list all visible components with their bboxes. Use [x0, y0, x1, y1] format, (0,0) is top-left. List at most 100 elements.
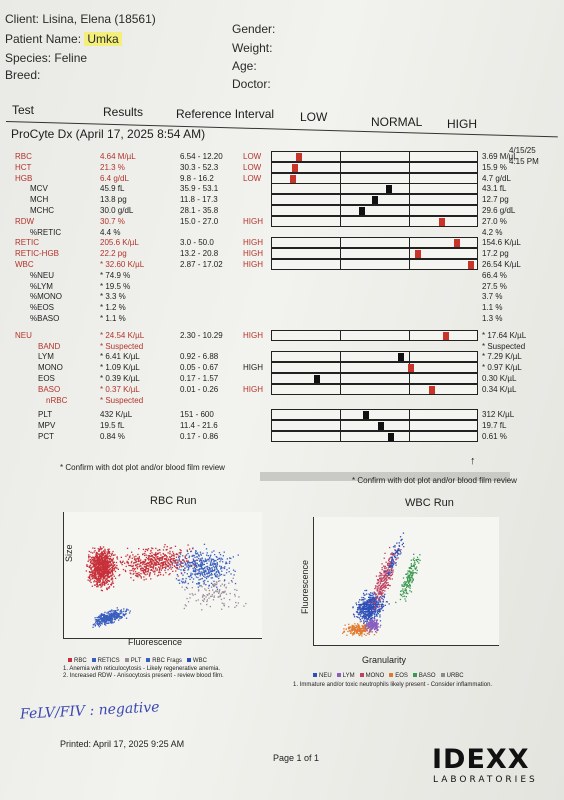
- dot: [118, 613, 120, 616]
- dot: [196, 555, 198, 558]
- dot: [371, 619, 373, 621]
- dot: [358, 624, 360, 626]
- dot: [359, 605, 361, 607]
- dot: [131, 560, 133, 563]
- dot: [216, 574, 218, 576]
- client-label: Client:: [5, 12, 40, 26]
- dot: [100, 619, 103, 621]
- dot: [151, 554, 153, 557]
- dot: [225, 587, 227, 589]
- dot: [150, 565, 152, 567]
- dot: [105, 571, 107, 574]
- dot: [188, 556, 190, 559]
- result-value-hgb: 6.4 g/dL: [100, 173, 129, 183]
- result-value-lym: * 6.41 K/µL: [100, 352, 140, 362]
- dot: [97, 620, 100, 622]
- dot: [364, 615, 367, 617]
- range-bar-mch: [271, 194, 478, 206]
- dot: [375, 631, 378, 634]
- dot: [162, 574, 165, 576]
- dot: [95, 563, 97, 565]
- dot: [168, 567, 171, 569]
- dot: [382, 574, 384, 576]
- dot: [383, 577, 385, 579]
- dot: [366, 628, 368, 630]
- dot: [374, 593, 376, 595]
- dot: [85, 570, 87, 572]
- dot: [410, 565, 412, 568]
- dot: [411, 580, 413, 582]
- dot: [106, 579, 109, 582]
- dot: [207, 568, 209, 571]
- dot: [135, 564, 137, 566]
- dot: [105, 622, 107, 624]
- dot: [234, 588, 236, 591]
- dot: [391, 560, 393, 562]
- dot: [142, 568, 144, 570]
- dot: [94, 557, 96, 560]
- dot: [208, 569, 210, 571]
- dot: [135, 573, 137, 575]
- dot: [94, 557, 96, 559]
- dot: [198, 565, 200, 567]
- range-divider: [409, 410, 411, 420]
- dot: [379, 601, 381, 603]
- dot: [94, 572, 96, 574]
- dot: [378, 584, 380, 586]
- dot: [195, 553, 197, 555]
- dot: [102, 579, 104, 581]
- dot: [400, 594, 402, 596]
- dot: [389, 577, 391, 579]
- dot: [361, 611, 363, 613]
- dot: [178, 568, 180, 570]
- dot: [232, 556, 234, 558]
- dot: [364, 598, 366, 600]
- dot: [367, 623, 370, 625]
- dot: [130, 577, 132, 579]
- dot: [108, 613, 110, 615]
- dot: [386, 575, 388, 577]
- dot: [357, 607, 359, 609]
- dot: [403, 585, 405, 587]
- dot: [99, 558, 101, 560]
- dot: [110, 574, 112, 576]
- dot: [180, 551, 182, 554]
- dot: [374, 605, 377, 607]
- dot: [101, 568, 104, 570]
- dot: [158, 570, 160, 572]
- idexx-logo-subtitle: LABORATORIES: [433, 775, 538, 785]
- dot: [97, 622, 99, 624]
- dot: [205, 570, 207, 572]
- dot: [410, 571, 412, 573]
- range-marker-rbc: [295, 153, 302, 161]
- dot: [400, 552, 402, 554]
- dot: [104, 584, 106, 586]
- dot: [368, 609, 370, 612]
- dot: [93, 551, 95, 553]
- dot: [93, 577, 95, 579]
- legend-label: PLT: [130, 658, 142, 664]
- dot: [97, 578, 99, 580]
- dot: [106, 612, 108, 614]
- dot: [98, 557, 101, 559]
- dot: [155, 563, 157, 565]
- dot: [126, 547, 129, 549]
- dot: [225, 561, 227, 563]
- dot: [398, 542, 400, 544]
- dot: [151, 566, 153, 568]
- dot: [392, 571, 394, 573]
- dot: [357, 609, 359, 611]
- dot: [107, 552, 109, 555]
- dot: [375, 608, 377, 610]
- range-divider: [339, 421, 341, 431]
- dot: [204, 572, 206, 574]
- dot: [162, 549, 165, 551]
- dot: [409, 567, 411, 569]
- dot: [140, 562, 142, 564]
- dot: [394, 546, 396, 548]
- dot: [90, 562, 93, 564]
- dot: [368, 616, 370, 618]
- dot: [109, 558, 111, 560]
- dot: [125, 613, 127, 615]
- dot: [365, 603, 367, 606]
